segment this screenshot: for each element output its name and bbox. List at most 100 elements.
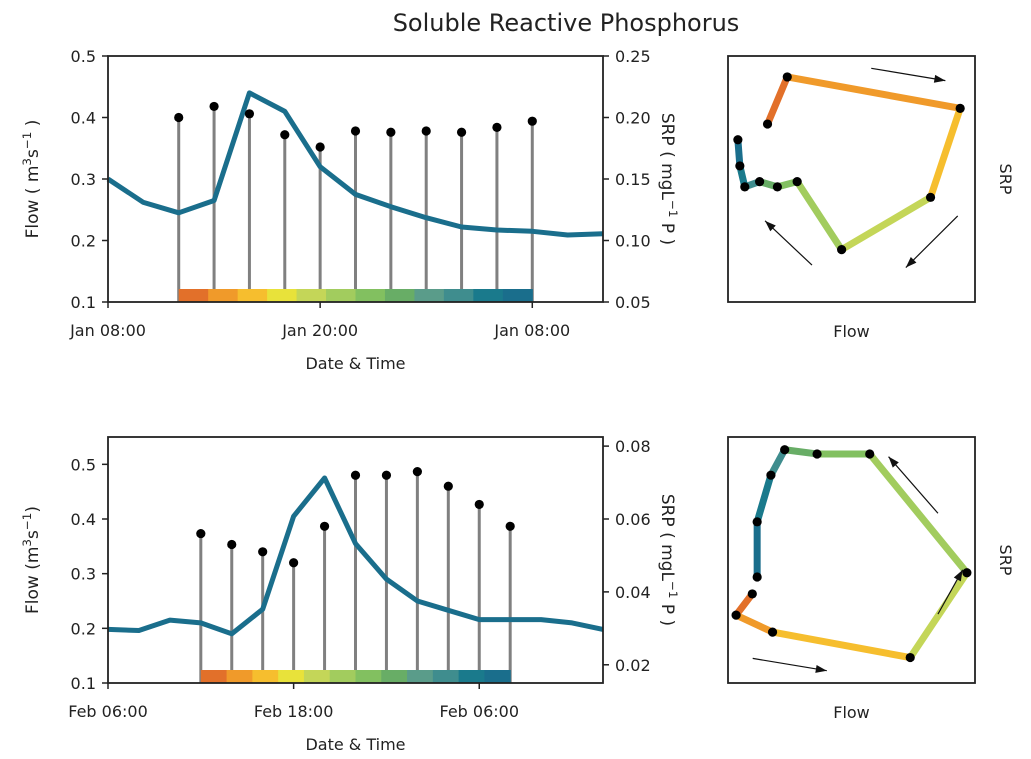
time-color-bar-segment [267,289,298,302]
srp-point [474,499,484,510]
y-axis-label-left: Flow ( m3s−1 ) [20,120,43,239]
hysteresis-segment [732,611,777,636]
hysteresis-point [780,445,790,455]
hysteresis-point [962,568,972,578]
srp-point [527,116,537,126]
time-color-bar-segment [237,289,268,302]
plot-frame [107,436,604,684]
x-tick-label: Feb 06:00 [439,702,519,721]
srp-point [421,126,431,136]
hysteresis-segment [781,446,821,458]
time-color-bar-segment [384,289,416,302]
time-color-bar-segment [303,670,331,683]
time-color-bar-segment [296,289,327,302]
y-tick-label-right: 0.20 [615,109,651,128]
hysteresis-segment [764,73,791,128]
time-color-bar-segment [178,289,209,302]
srp-point [227,539,237,550]
hysteresis-point [766,470,776,480]
y-tick-label-right: 0.15 [615,170,651,189]
y-tick-label-left: 0.1 [71,293,96,312]
direction-arrowhead [765,220,776,232]
hysteresis-point [735,161,745,171]
label-part: s [23,149,43,158]
label-part: P ) [657,217,677,245]
hysteresis-point [792,177,802,187]
srp-point [280,130,290,140]
srp-point [456,127,467,137]
hysteresis-point [767,627,778,637]
srp-point [350,126,361,136]
plot-frame [727,436,976,684]
hysteresis-point [752,572,762,582]
y-tick-label-right: 0.08 [615,437,651,456]
figure-title: Soluble Reactive Phosphorus [393,9,740,37]
hysteresis-segment [927,104,964,201]
flow-line [106,90,604,238]
label-superscript: 3 [20,539,34,547]
time-color-bar-segment [200,670,228,683]
x-axis-label: Date & Time [305,735,405,754]
srp-point [209,101,219,112]
y-tick-label-left: 0.4 [71,109,96,128]
srp-point [315,142,325,152]
y-tick-label-right: 0.10 [615,232,651,251]
hysteresis-point [740,182,750,192]
y-axis-label: SRP [996,164,1015,195]
hysteresis-point [747,589,757,599]
srp-point [319,521,330,531]
label-superscript: −1 [20,132,34,150]
x-tick-label: Jan 20:00 [281,321,358,340]
flow-line [107,475,604,637]
x-tick-label: Feb 18:00 [254,702,334,721]
x-axis-label: Flow [833,703,870,722]
direction-arrow [871,67,946,82]
x-tick-label: Jan 08:00 [69,321,146,340]
label-superscript: −1 [20,513,34,531]
hysteresis-point [955,103,965,113]
time-color-bar-segment [443,289,474,302]
direction-arrowhead [905,256,917,268]
x-axis-label: Flow [833,322,870,341]
x-axis-label: Date & Time [305,354,405,373]
time-color-bar-segment [502,289,533,302]
hysteresis-point [755,177,765,187]
hysteresis-point [925,192,936,202]
srp-point [443,481,453,491]
hysteresis-point [782,72,792,82]
label-superscript: −1 [666,581,680,599]
hysteresis-segment [838,193,935,254]
direction-arrowhead [953,569,963,582]
srp-point [386,127,396,137]
y-tick-label-left: 0.1 [71,674,96,693]
srp-point [492,122,502,132]
hysteresis-point [865,449,875,459]
hysteresis-segment [767,446,789,479]
y-axis-label-right: SRP ( mgL−1 P ) [657,494,680,626]
label-part: ) [23,120,43,132]
direction-arrowhead [815,664,827,673]
srp-point [350,470,361,480]
time-color-bar-segment [473,289,504,302]
time-color-bar-segment [278,670,305,683]
hysteresis-point [812,449,822,459]
hysteresis-segment [783,73,964,112]
time-color-bar-segment [432,670,460,683]
srp-point [381,470,392,480]
hysteresis-segment [866,450,971,577]
time-color-bar-segment [407,670,434,683]
hysteresis-point [772,182,783,192]
time-color-bar-segment [414,289,445,302]
srp-point [174,112,184,123]
y-tick-label-left: 0.4 [71,510,96,529]
label-superscript: 3 [20,158,34,166]
time-color-bar-segment [329,670,357,683]
hysteresis-point [731,610,741,620]
label-part: Flow (m [23,547,43,614]
y-tick-label-right: 0.02 [615,656,651,675]
time-color-bar-segment [355,289,386,302]
y-tick-label-left: 0.2 [71,619,96,638]
y-axis-label-right: SRP ( mgL−1 P ) [657,113,680,245]
srp-point [505,521,515,531]
time-color-bar-segment [208,289,239,302]
